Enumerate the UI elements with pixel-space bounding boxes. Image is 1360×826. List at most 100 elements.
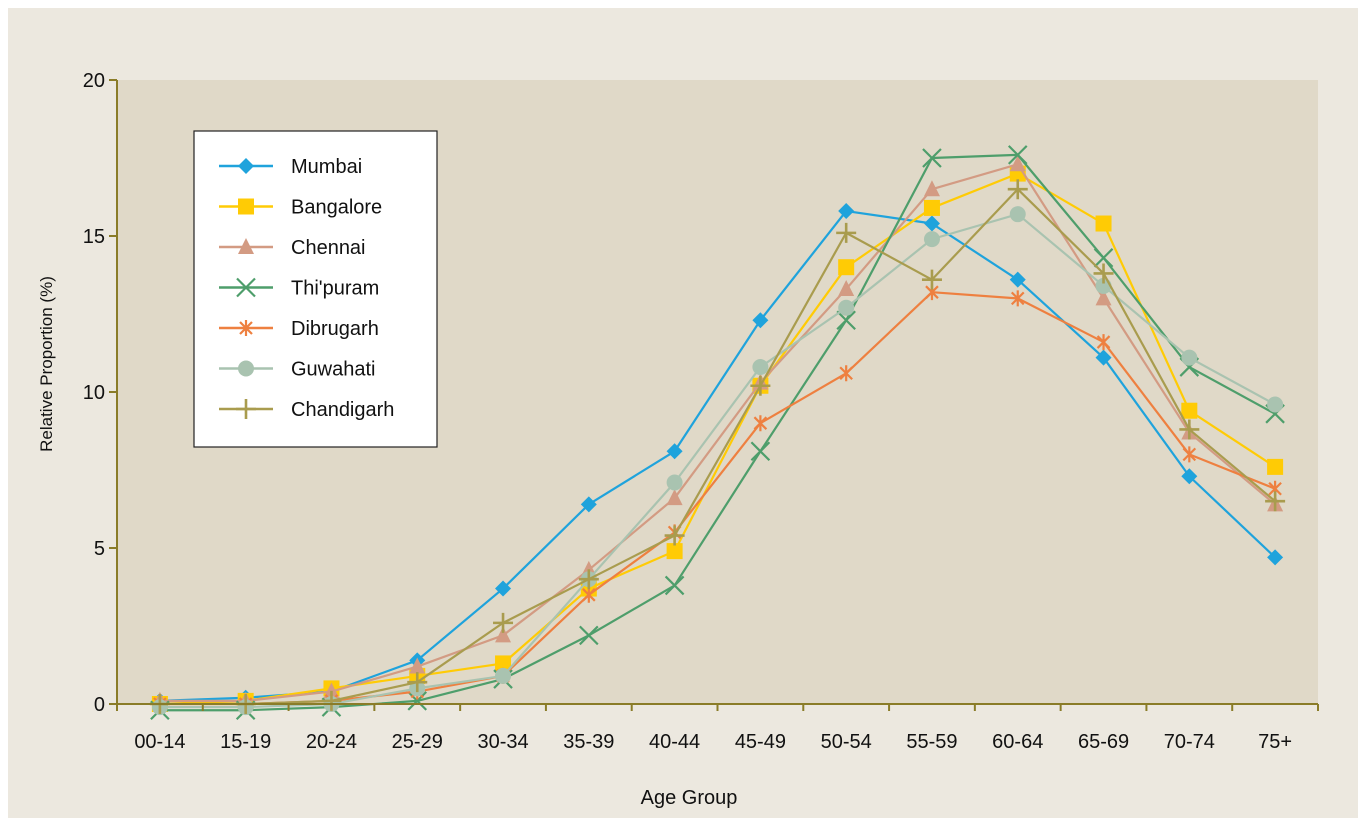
- legend-item-bangalore: Bangalore: [219, 197, 382, 219]
- data-point: [666, 474, 683, 491]
- y-tick-label: 10: [83, 382, 105, 404]
- legend-marker: [239, 320, 253, 336]
- x-tick-label: 25-29: [392, 731, 443, 753]
- legend-marker: [236, 399, 256, 419]
- data-point: [836, 310, 856, 331]
- x-tick-label: 35-39: [563, 731, 614, 753]
- data-point: [1265, 491, 1286, 512]
- data-point: [578, 569, 599, 590]
- data-point: [752, 359, 769, 376]
- y-tick-label: 15: [83, 226, 105, 248]
- series-line: [159, 213, 1276, 709]
- data-point: [495, 667, 512, 684]
- data-point: [664, 575, 685, 596]
- data-point: [838, 299, 855, 316]
- x-tick-label: 70-74: [1164, 731, 1215, 753]
- legend-label: Dibrugarh: [291, 318, 379, 340]
- data-point: [838, 259, 855, 276]
- legend-item-chennai: Chennai: [219, 237, 366, 259]
- legend-item-thi-puram: Thi'puram: [219, 278, 379, 300]
- legend: Mumbai Bangalore Chennai Thi'puram Dibrugarh…: [193, 130, 438, 448]
- x-tick-label: 00-14: [134, 731, 185, 753]
- legend-marker: [238, 360, 254, 377]
- series-line: [159, 188, 1276, 706]
- legend-marker: [238, 198, 254, 215]
- data-point: [1009, 155, 1026, 172]
- data-point: [1181, 468, 1198, 485]
- data-point: [407, 691, 428, 711]
- data-point: [580, 496, 597, 513]
- data-point: [493, 612, 514, 633]
- data-point: [495, 626, 512, 643]
- series-line: [159, 291, 1276, 706]
- data-point: [1093, 248, 1114, 268]
- y-tick-label: 5: [94, 538, 105, 560]
- x-tick-label: 75+: [1258, 731, 1292, 753]
- data-point: [582, 586, 596, 603]
- x-tick-label: 40-44: [649, 731, 700, 753]
- legend-item-dibrugarh: Dibrugarh: [219, 318, 379, 340]
- legend-label: Thi'puram: [291, 278, 379, 300]
- legend-label: Guwahati: [291, 359, 376, 381]
- data-point: [1095, 349, 1112, 366]
- data-point: [921, 269, 942, 290]
- x-tick-label: 30-34: [477, 731, 528, 753]
- x-tick-label: 20-24: [306, 731, 357, 753]
- data-point: [666, 543, 683, 560]
- data-point: [836, 222, 857, 243]
- data-point: [409, 657, 426, 674]
- data-point: [923, 231, 940, 248]
- series-line: [159, 163, 1276, 702]
- x-tick-label: 50-54: [821, 731, 872, 753]
- data-point: [323, 682, 340, 699]
- data-point: [1181, 402, 1198, 419]
- data-point: [1093, 263, 1114, 284]
- data-point: [923, 215, 940, 232]
- data-point: [1179, 419, 1200, 440]
- x-tick-label: 60-64: [992, 731, 1043, 753]
- data-point: [1007, 145, 1028, 165]
- data-point: [1009, 271, 1026, 288]
- data-point: [1095, 289, 1112, 306]
- y-axis-ticks: 0 5 10 15 20: [83, 70, 117, 716]
- data-point: [666, 489, 683, 506]
- series-line: [159, 153, 1276, 712]
- data-point: [1267, 396, 1284, 413]
- data-point: [752, 312, 769, 329]
- legend-box: [193, 130, 438, 448]
- data-point: [1181, 349, 1198, 366]
- legend-marker: [236, 277, 256, 298]
- data-point: [1182, 446, 1197, 463]
- x-axis-ticks: 00-14 15-19 20-24 25-29 30-34 35-39 40-44 45-49…: [116, 704, 1319, 753]
- data-point: [923, 180, 940, 197]
- data-point: [1009, 206, 1026, 223]
- data-point: [750, 441, 771, 462]
- legend-item-mumbai: Mumbai: [219, 156, 362, 178]
- legend-marker: [238, 238, 254, 254]
- x-tick-label: 55-59: [906, 731, 957, 753]
- data-point: [407, 672, 428, 693]
- legend-item-guwahati: Guwahati: [219, 359, 376, 381]
- data-point: [495, 655, 512, 672]
- data-point: [666, 443, 683, 460]
- data-point: [1267, 549, 1284, 566]
- data-point: [923, 199, 940, 216]
- legend-marker: [238, 158, 254, 174]
- data-point: [838, 203, 855, 220]
- data-point: [1095, 215, 1112, 232]
- data-point: [839, 365, 853, 382]
- data-point: [664, 525, 685, 546]
- data-point: [838, 280, 855, 297]
- data-point: [1010, 290, 1025, 307]
- data-point: [1267, 458, 1284, 475]
- x-tick-label: 15-19: [220, 731, 271, 753]
- y-tick-label: 0: [94, 694, 105, 716]
- data-point: [321, 690, 342, 711]
- x-tick-label: 65-69: [1078, 731, 1129, 753]
- series-layer: [149, 145, 1286, 721]
- data-point: [922, 148, 942, 168]
- x-axis-title: Age Group: [641, 787, 738, 809]
- legend-item-chandigarh: Chandigarh: [219, 399, 394, 421]
